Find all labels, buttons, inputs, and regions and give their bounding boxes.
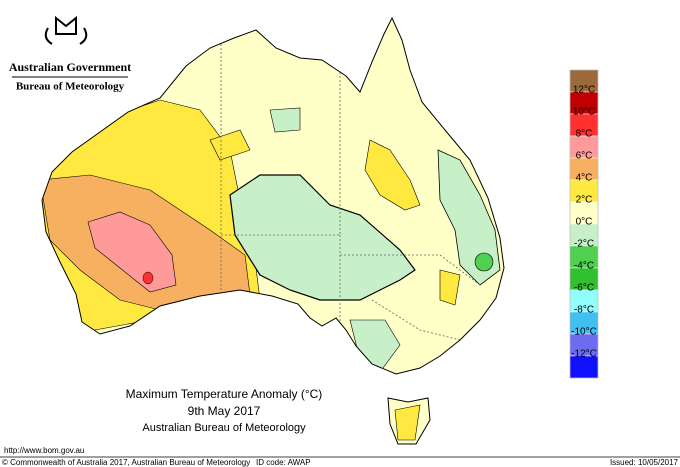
tasmania-outline bbox=[387, 397, 431, 445]
zone-8-10 bbox=[142, 271, 154, 285]
cool-zone-central bbox=[229, 174, 416, 301]
logo: Australian Government Bureau of Meteorol… bbox=[9, 15, 131, 93]
id-code: ID code: AWAP bbox=[256, 458, 311, 467]
cool-zone-north bbox=[269, 107, 301, 133]
government-name: Australian Government bbox=[9, 60, 131, 74]
warm-zone-qld bbox=[364, 139, 421, 211]
copyright: © Commonwealth of Australia 2017, Austra… bbox=[2, 458, 250, 467]
url: http://www.bom.gov.au bbox=[4, 446, 84, 455]
warm-zone-nt bbox=[209, 129, 251, 161]
qld-border bbox=[340, 254, 481, 286]
map-credit: Australian Bureau of Meteorology bbox=[142, 422, 306, 434]
agency-name: Bureau of Meteorology bbox=[16, 81, 125, 93]
legend-label: 6°C bbox=[576, 151, 593, 162]
cool-spot bbox=[474, 252, 494, 272]
zone-6-8 bbox=[87, 211, 177, 293]
legend-label: 12°C bbox=[573, 85, 595, 96]
legend-label: -2°C bbox=[574, 239, 594, 250]
legend-label: 8°C bbox=[576, 129, 593, 140]
state-borders bbox=[220, 40, 481, 341]
legend-label: -6°C bbox=[574, 283, 594, 294]
coat-of-arms bbox=[44, 15, 88, 45]
legend-label: -8°C bbox=[574, 305, 594, 316]
warm-zone-tas bbox=[394, 404, 421, 441]
legend-label: 4°C bbox=[576, 173, 593, 184]
legend-label: -12°C bbox=[571, 349, 597, 360]
issued: Issued: 10/05/2017 bbox=[610, 458, 679, 467]
legend-label: 10°C bbox=[573, 107, 595, 118]
legend-label: 0°C bbox=[576, 217, 593, 228]
legend-frame bbox=[569, 69, 599, 379]
map-date: 9th May 2017 bbox=[188, 404, 261, 418]
legend: 12°C 10°C 8°C 6°C 4°C 2°C 0°C -2°C -4°C -6°C -8°C -… bbox=[569, 69, 599, 379]
legend-label: 2°C bbox=[576, 195, 593, 206]
legend-label: -10°C bbox=[571, 327, 597, 338]
legend-label: -4°C bbox=[574, 261, 594, 272]
warm-zone-nsw bbox=[439, 269, 461, 306]
cool-zone-east bbox=[437, 149, 501, 286]
map-title: Maximum Temperature Anomaly (°C) bbox=[126, 387, 323, 401]
vic-border bbox=[371, 299, 461, 341]
